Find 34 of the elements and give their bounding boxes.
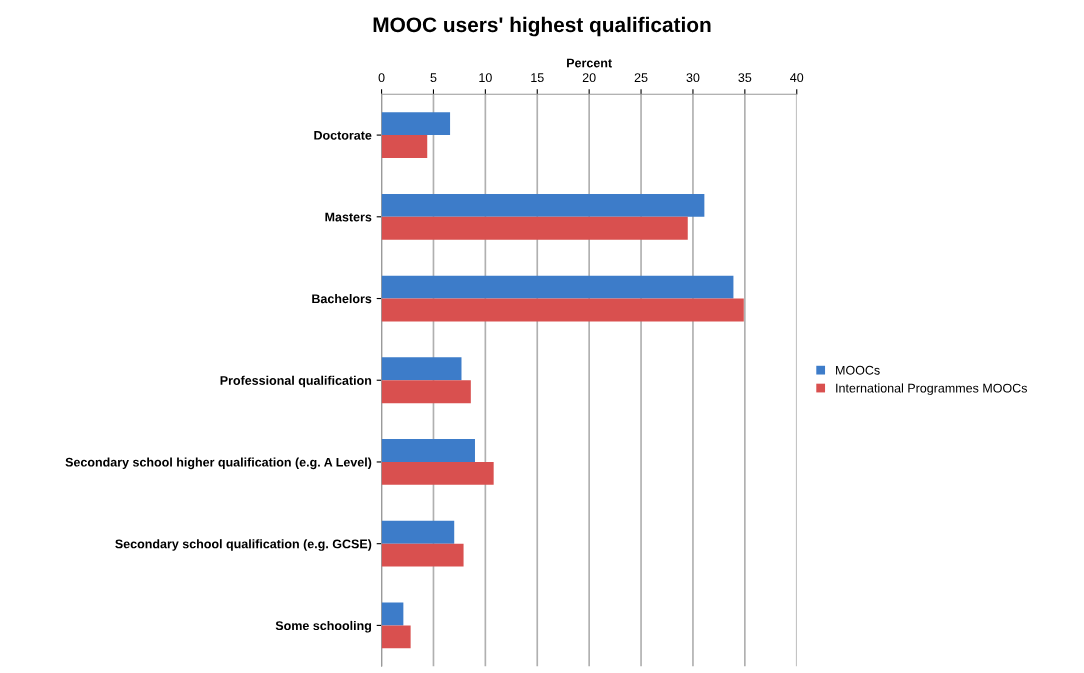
x-tick-label: 35 <box>738 73 752 83</box>
y-tick-label: Masters <box>325 212 372 222</box>
bar <box>381 380 471 404</box>
bar <box>381 625 411 649</box>
x-tick-label: 20 <box>582 73 596 83</box>
bar <box>381 298 744 322</box>
y-tick-label: Some schooling <box>275 620 372 633</box>
y-tick-label: Secondary school higher qualification (e.g. A Level) <box>65 457 372 470</box>
bar <box>381 520 455 544</box>
bar <box>381 216 688 240</box>
x-tick-label: 15 <box>531 73 544 83</box>
y-tick-label: Bachelors <box>312 293 372 304</box>
x-tick-label: 10 <box>479 73 492 83</box>
bar <box>381 461 494 485</box>
legend-label: MOOCs <box>836 365 880 375</box>
bar <box>381 112 451 136</box>
bar <box>381 357 462 381</box>
x-tick-label: 0 <box>378 73 385 83</box>
x-axis-title: Percent <box>567 58 612 68</box>
x-tick-label: 25 <box>634 73 648 83</box>
bar <box>381 543 464 567</box>
bar <box>381 439 475 462</box>
x-tick-label: 40 <box>790 73 804 83</box>
bar <box>381 602 404 626</box>
legend-label: International Programmes MOOCs <box>836 383 1028 396</box>
bar <box>381 135 428 158</box>
bar <box>381 193 705 217</box>
y-tick-label: Secondary school qualification (e.g. GCSE) <box>115 539 372 551</box>
chart-title: MOOC users' highest qualification <box>373 16 711 37</box>
y-tick-label: Doctorate <box>314 131 372 140</box>
x-tick-label: 5 <box>430 73 437 83</box>
bar <box>381 275 734 299</box>
x-tick-label: 30 <box>686 73 700 83</box>
y-tick-label: Professional qualification <box>220 375 372 388</box>
